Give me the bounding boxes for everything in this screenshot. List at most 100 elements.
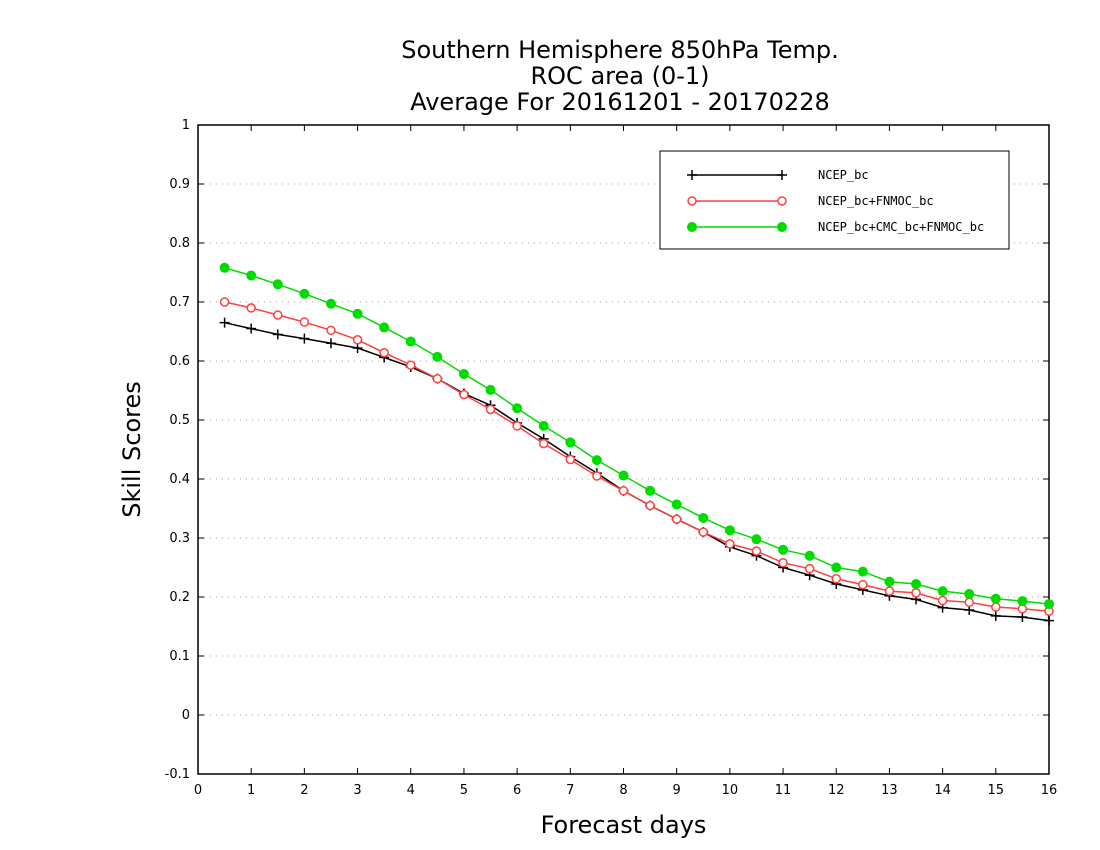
x-tick-label: 16 — [1041, 783, 1058, 798]
x-axis-title: Forecast days — [541, 811, 707, 839]
data-point — [246, 270, 257, 281]
data-point — [831, 573, 841, 584]
data-point — [698, 512, 709, 523]
x-tick-label: 13 — [881, 783, 898, 798]
data-point — [432, 351, 443, 362]
data-point — [698, 527, 709, 537]
series-layer — [219, 262, 1054, 626]
chart-title-line-2: ROC area (0-1) — [530, 62, 710, 90]
x-tick-label: 3 — [353, 783, 361, 798]
x-tick-label: 5 — [460, 783, 468, 798]
data-point — [512, 403, 523, 414]
legend-marker — [687, 222, 697, 232]
chart-title-line-1: Southern Hemisphere 850hPa Temp. — [401, 36, 839, 64]
data-point — [884, 586, 895, 596]
data-point — [884, 576, 895, 587]
data-point — [724, 525, 735, 536]
data-point — [299, 333, 310, 344]
legend-marker — [687, 196, 697, 206]
series-line — [224, 301, 1050, 612]
x-tick-label: 7 — [566, 783, 574, 798]
data-point — [273, 310, 283, 320]
data-point — [751, 534, 762, 545]
data-point — [325, 298, 336, 309]
data-point — [512, 421, 522, 431]
legend-marker — [687, 170, 697, 180]
data-point — [991, 602, 1001, 612]
data-point — [591, 455, 602, 466]
data-point — [272, 329, 283, 340]
data-point — [1044, 615, 1054, 626]
x-tick-label: 12 — [828, 783, 845, 798]
series-2 — [219, 297, 1054, 616]
data-point — [778, 544, 789, 555]
x-tick-label: 9 — [673, 783, 681, 798]
data-point — [432, 373, 443, 384]
data-point — [645, 500, 655, 511]
y-axis-title: Skill Scores — [118, 381, 146, 518]
legend: NCEP_bc NCEP_bc+FNMOC_bc NCEP_bc+CMC_bc+FN… — [659, 150, 1010, 250]
data-point — [272, 279, 283, 290]
x-tick-label: 11 — [775, 783, 792, 798]
legend-label: NCEP_bc+CMC_bc+FNMOC_bc — [818, 220, 984, 234]
legend-label: NCEP_bc+FNMOC_bc — [818, 194, 934, 208]
data-point — [592, 471, 602, 481]
data-point — [911, 579, 922, 590]
legend-marker — [777, 196, 787, 206]
data-point — [565, 437, 576, 448]
data-point — [352, 335, 363, 345]
legend-marker — [777, 222, 787, 232]
data-point — [325, 338, 336, 349]
x-tick-label: 2 — [300, 783, 308, 798]
data-point — [990, 593, 1001, 604]
series-3 — [219, 262, 1054, 610]
y-tick-label: 0.8 — [169, 236, 190, 251]
y-tick-label: 0.4 — [169, 472, 190, 487]
y-tick-label: -0.1 — [165, 767, 190, 782]
y-tick-label: 0 — [182, 708, 190, 723]
data-point — [725, 539, 735, 549]
data-point — [618, 470, 629, 481]
legend-entry-1: NCEP_bc — [687, 168, 869, 182]
data-point — [379, 347, 389, 358]
x-tick-label: 4 — [407, 783, 415, 798]
data-point — [458, 368, 469, 379]
axis-ticks: -0.100.10.20.30.40.50.60.70.80.910 1 2 3 4 5 6… — [165, 118, 1058, 798]
data-point — [485, 384, 496, 395]
data-point — [857, 566, 868, 577]
legend-box — [659, 150, 1010, 250]
y-tick-label: 0.2 — [169, 590, 190, 605]
x-tick-label: 1 — [247, 783, 255, 798]
data-point — [990, 610, 1001, 621]
data-point — [778, 558, 788, 568]
data-point — [937, 586, 948, 597]
x-tick-label: 6 — [513, 783, 521, 798]
data-point — [565, 454, 576, 465]
x-tick-label: 8 — [619, 783, 627, 798]
data-point — [246, 303, 256, 313]
data-point — [538, 420, 549, 431]
series-1 — [219, 317, 1054, 626]
x-tick-label: 15 — [988, 783, 1005, 798]
data-point — [538, 438, 549, 449]
data-point — [219, 262, 230, 273]
data-point — [831, 562, 842, 573]
x-tick-label: 14 — [934, 783, 951, 798]
data-point — [379, 322, 390, 333]
chart-title-line-3: Average For 20161201 - 20170228 — [410, 88, 830, 116]
data-point — [804, 563, 815, 574]
data-point — [326, 325, 336, 336]
data-point — [645, 485, 656, 496]
y-tick-label: 0.3 — [169, 531, 190, 546]
data-point — [618, 486, 629, 496]
x-tick-label: 0 — [194, 783, 202, 798]
data-point — [405, 336, 416, 347]
data-point — [246, 323, 257, 334]
data-point — [1017, 596, 1028, 607]
data-point — [671, 499, 682, 510]
data-point — [352, 308, 363, 319]
data-point — [1017, 612, 1028, 623]
data-point — [299, 317, 310, 327]
data-point — [219, 297, 230, 307]
